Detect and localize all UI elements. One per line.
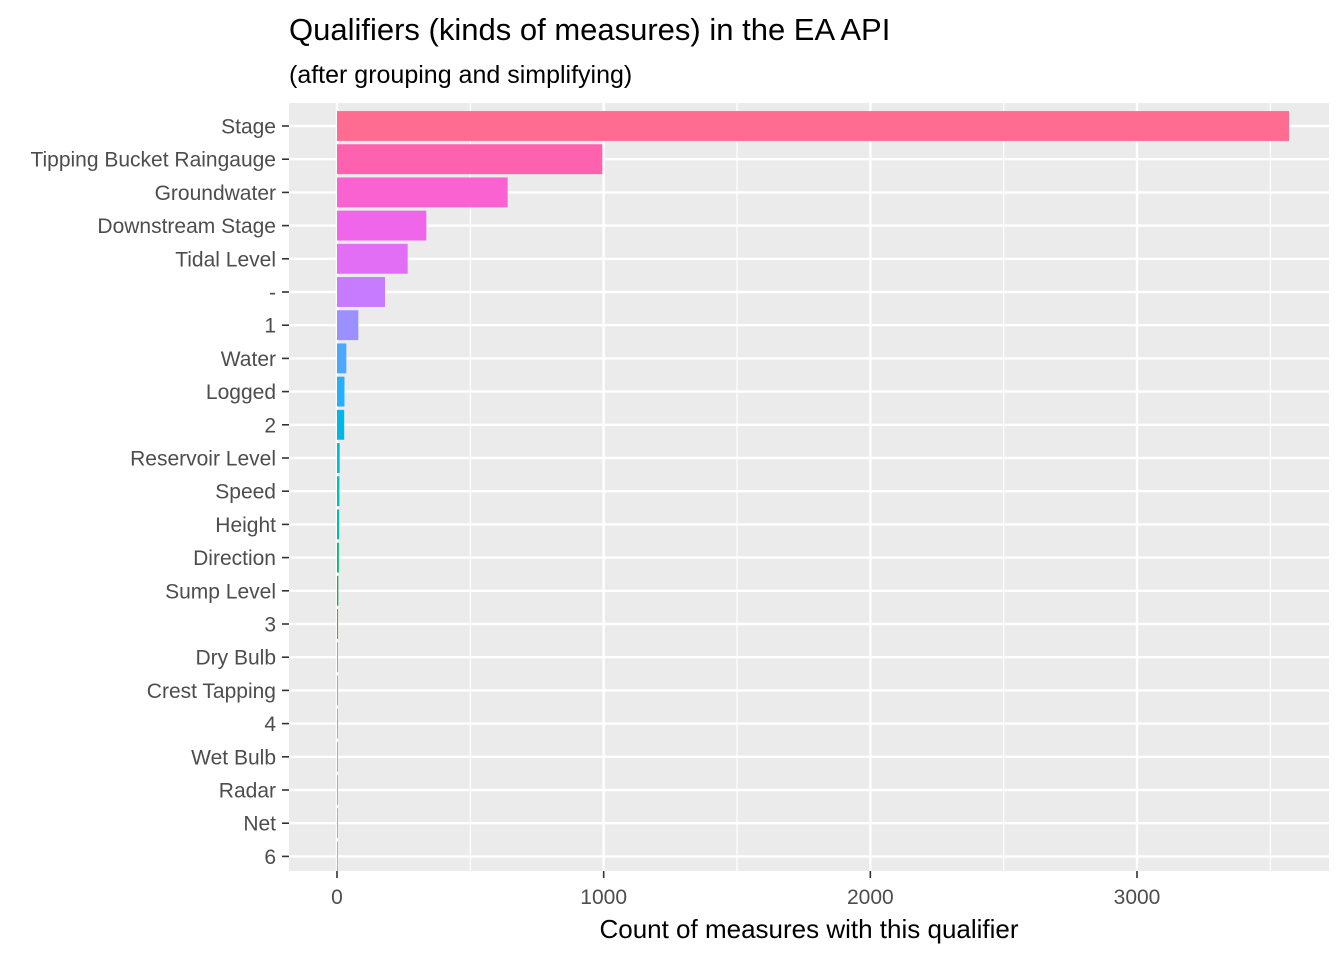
x-tick-label: 0 xyxy=(331,886,343,909)
bar xyxy=(337,741,338,772)
bar xyxy=(337,575,339,606)
y-tick-label: - xyxy=(269,282,276,305)
y-tick-label: Reservoir Level xyxy=(130,448,276,471)
y-tick-label: Dry Bulb xyxy=(195,647,276,670)
bar xyxy=(337,609,339,639)
y-tick-label: Radar xyxy=(219,780,276,803)
y-tick-label: Downstream Stage xyxy=(97,215,276,238)
y-tick-label: Tipping Bucket Raingauge xyxy=(30,149,276,172)
y-tick-label: Sump Level xyxy=(165,580,276,603)
y-tick-label: 3 xyxy=(264,614,276,637)
x-axis: 0 1000 2000 3000 xyxy=(331,871,1160,909)
y-tick-label: 4 xyxy=(264,713,276,736)
bar xyxy=(337,343,347,374)
bars xyxy=(337,111,1289,872)
bar xyxy=(337,443,340,473)
chart-title: Qualifiers (kinds of measures) in the EA… xyxy=(289,12,891,47)
y-tick-label: Net xyxy=(243,813,276,836)
y-axis: Stage Tipping Bucket Raingauge Groundwater… xyxy=(30,116,289,869)
bar xyxy=(337,310,359,341)
bar xyxy=(337,409,345,440)
bar xyxy=(337,775,338,805)
bar xyxy=(337,111,1289,141)
x-axis-title: Count of measures with this qualifier xyxy=(599,914,1019,944)
y-tick-label: Groundwater xyxy=(155,182,276,205)
minor-gridlines xyxy=(469,103,1271,871)
bar xyxy=(337,144,603,175)
bar xyxy=(337,476,340,507)
bar xyxy=(337,243,408,274)
bar xyxy=(337,376,345,407)
y-tick-label: Water xyxy=(221,348,276,371)
y-tick-label: Tidal Level xyxy=(175,248,276,271)
x-tick-label: 3000 xyxy=(1114,886,1161,909)
y-tick-label: Crest Tapping xyxy=(147,680,276,703)
y-tick-label: Direction xyxy=(193,547,276,570)
bar xyxy=(337,542,339,573)
y-tick-label: Speed xyxy=(215,481,276,504)
x-tick-label: 1000 xyxy=(580,886,627,909)
y-tick-label: 6 xyxy=(264,846,276,869)
y-tick-label: Height xyxy=(215,514,276,537)
bar xyxy=(337,808,338,839)
plot-panel xyxy=(289,103,1329,871)
chart-subtitle: (after grouping and simplifying) xyxy=(289,61,633,89)
x-tick-label: 2000 xyxy=(847,886,894,909)
bar xyxy=(337,277,385,307)
y-tick-label: 1 xyxy=(264,315,276,338)
bar xyxy=(337,841,338,872)
bar xyxy=(337,708,338,739)
bar xyxy=(337,509,340,540)
bar xyxy=(337,675,338,706)
y-tick-label: 2 xyxy=(264,414,276,437)
y-tick-label: Wet Bulb xyxy=(191,746,276,769)
bar xyxy=(337,642,338,673)
bar xyxy=(337,210,427,241)
y-tick-label: Logged xyxy=(206,381,276,404)
bar xyxy=(337,177,508,208)
y-tick-label: Stage xyxy=(221,116,276,139)
